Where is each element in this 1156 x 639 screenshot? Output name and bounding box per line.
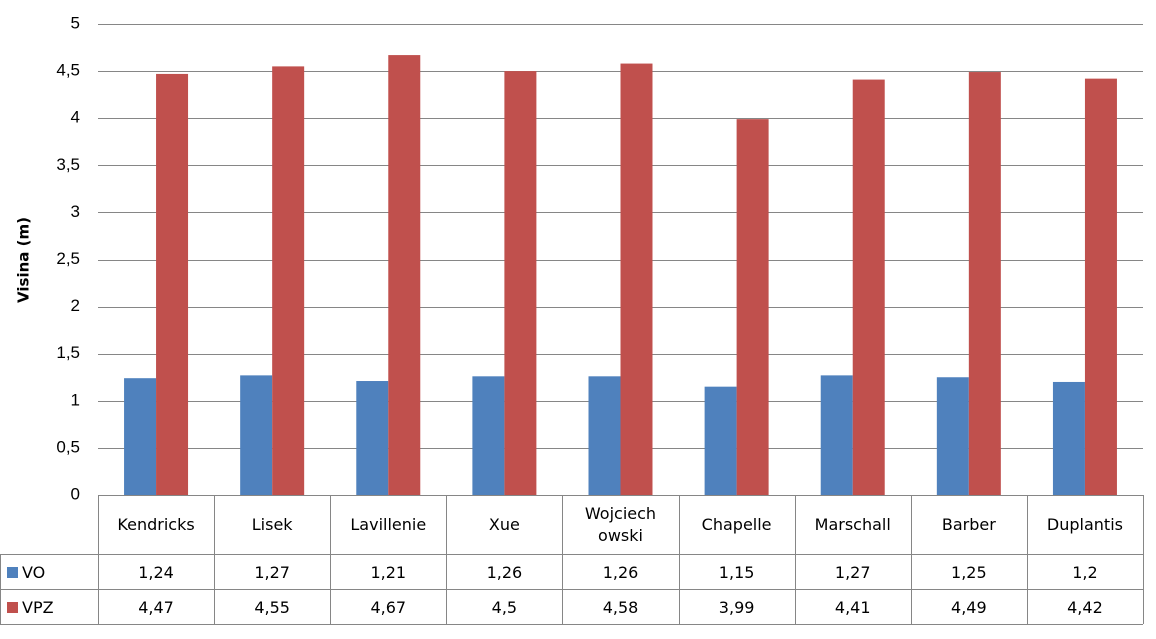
bar-vo bbox=[704, 386, 737, 495]
bar-vo bbox=[1052, 381, 1085, 495]
category-label: Wojciech owski bbox=[585, 504, 656, 545]
bar-vo bbox=[936, 377, 969, 495]
legend-label: VO bbox=[22, 563, 45, 582]
bar-vpz bbox=[852, 79, 885, 495]
data-label: 3,99 bbox=[719, 598, 755, 617]
data-label: 1,26 bbox=[487, 563, 523, 582]
bar-vpz bbox=[1084, 78, 1117, 496]
bar-vpz bbox=[504, 71, 537, 495]
bar-vo bbox=[588, 376, 621, 495]
bar-vpz bbox=[272, 66, 305, 495]
bar-vpz bbox=[736, 119, 769, 495]
category-label: Kendricks bbox=[117, 515, 194, 534]
data-label: 1,26 bbox=[603, 563, 639, 582]
bar-vo bbox=[356, 381, 389, 495]
data-label: 1,2 bbox=[1072, 563, 1097, 582]
y-tick-label: 1,5 bbox=[56, 343, 80, 362]
legend-label: VPZ bbox=[22, 598, 54, 617]
y-tick-label: 3,5 bbox=[56, 155, 80, 174]
y-tick-label: 3 bbox=[71, 202, 80, 221]
bar-vpz bbox=[388, 55, 421, 495]
category-label: Barber bbox=[942, 515, 996, 534]
data-table: Kendricks Lisek Lavillenie Xue Wojciech owski… bbox=[0, 495, 1144, 625]
data-label: 4,41 bbox=[835, 598, 871, 617]
data-label: 4,5 bbox=[492, 598, 517, 617]
bar-vo bbox=[820, 375, 853, 495]
legend-key-vo bbox=[7, 567, 18, 578]
bars bbox=[124, 55, 1117, 496]
y-tick-label: 0 bbox=[71, 484, 80, 503]
data-label: 4,49 bbox=[951, 598, 987, 617]
data-label: 1,21 bbox=[370, 563, 406, 582]
bar-vo bbox=[124, 378, 157, 495]
data-label: 4,47 bbox=[138, 598, 174, 617]
bar-vo bbox=[240, 375, 273, 495]
data-label: 1,24 bbox=[138, 563, 174, 582]
y-tick-label: 5 bbox=[71, 13, 80, 32]
y-tick-label: 4,5 bbox=[56, 61, 80, 80]
data-label: 1,15 bbox=[719, 563, 755, 582]
category-label: Lavillenie bbox=[350, 515, 426, 534]
y-tick-label: 0,5 bbox=[56, 437, 80, 456]
y-tick-label: 1 bbox=[71, 390, 80, 409]
y-tick-label: 2 bbox=[71, 296, 80, 315]
bar-vpz bbox=[620, 63, 653, 496]
y-axis-ticks: 0 0,5 1 1,5 2 2,5 3 3,5 4 4,5 5 bbox=[56, 13, 80, 503]
y-tick-label: 4 bbox=[71, 108, 80, 127]
data-label: 1,27 bbox=[835, 563, 871, 582]
data-label: 4,55 bbox=[254, 598, 290, 617]
bar-vpz bbox=[968, 72, 1001, 496]
data-label: 4,58 bbox=[603, 598, 639, 617]
bar-vpz bbox=[156, 73, 189, 496]
category-label: Chapelle bbox=[702, 515, 772, 534]
category-label: Duplantis bbox=[1047, 515, 1123, 534]
category-label: Xue bbox=[489, 515, 520, 534]
data-label: 4,42 bbox=[1067, 598, 1103, 617]
bar-vo bbox=[472, 376, 505, 495]
y-axis-title: Visina (m) bbox=[15, 217, 33, 303]
data-label: 1,27 bbox=[254, 563, 290, 582]
category-label: Lisek bbox=[252, 515, 294, 534]
category-label: Marschall bbox=[815, 515, 891, 534]
y-tick-label: 2,5 bbox=[56, 249, 80, 268]
data-label: 1,25 bbox=[951, 563, 987, 582]
legend-key-vpz bbox=[7, 602, 18, 613]
data-label: 4,67 bbox=[370, 598, 406, 617]
